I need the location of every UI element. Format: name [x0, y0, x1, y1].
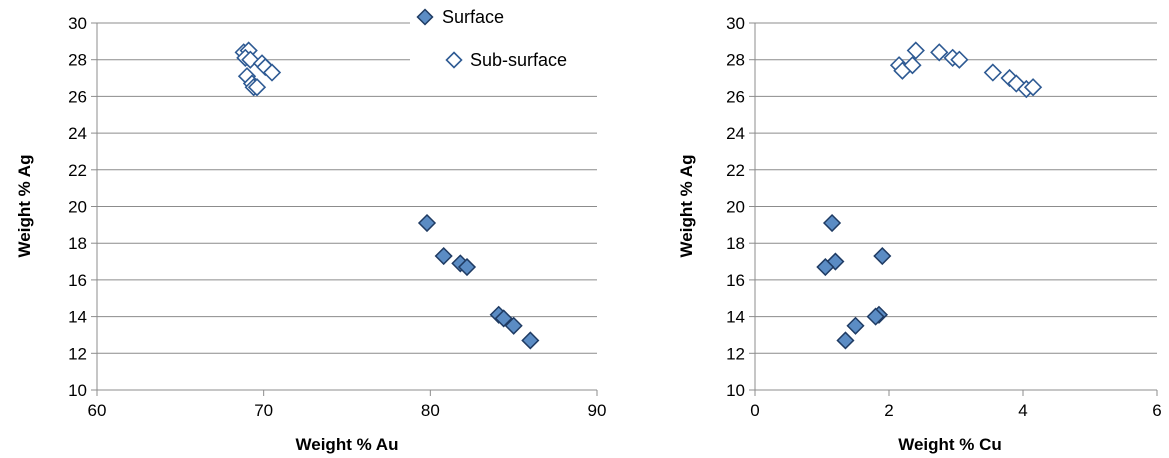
legend-sub-surface-diamond — [445, 51, 463, 69]
chart-cu-y-tick-label-12: 12 — [726, 344, 745, 363]
chart-cu-x-tick-label-4: 4 — [1018, 401, 1027, 420]
chart-cu-sub-surface-point-6 — [950, 50, 969, 69]
chart-au-surface-point-3 — [457, 257, 477, 277]
chart-au-surface-point-0 — [417, 213, 437, 233]
chart-au-x-axis-title: Weight % Au — [296, 435, 399, 454]
chart-au-surface-point-5 — [494, 309, 513, 328]
legend-label-surface: Surface — [442, 7, 504, 27]
chart-au-sub-surface-point-10 — [247, 78, 267, 97]
chart-au-x-tick-label-80: 80 — [421, 401, 440, 420]
legend-background — [410, 2, 600, 74]
chart-au-y-tick-label-18: 18 — [68, 234, 87, 253]
chart-au-surface-point-6 — [504, 316, 523, 335]
chart-au-y-tick-label-28: 28 — [68, 51, 87, 70]
chart-cu-y-axis-title: Weight % Ag — [677, 155, 696, 258]
chart-au-sub-surface-point-6 — [262, 63, 282, 82]
chart-au-y-tick-label-14: 14 — [68, 308, 87, 327]
chart-au-y-tick-label-22: 22 — [68, 161, 87, 180]
chart-au-x-tick-label-70: 70 — [254, 401, 273, 420]
legend-marker-surface — [416, 8, 434, 26]
chart-cu-y-tick-label-14: 14 — [726, 308, 745, 327]
chart-au-surface-point-1 — [434, 246, 453, 266]
chart-cu-sub-surface-point-2 — [903, 56, 922, 75]
chart-au-x-tick-label-60: 60 — [88, 401, 107, 420]
chart-cu-y-tick-label-16: 16 — [726, 271, 745, 290]
chart-cu-y-tick-label-20: 20 — [726, 198, 745, 217]
chart-au-y-tick-label-10: 10 — [68, 381, 87, 400]
chart-au-legend: Surface Sub-surface — [410, 2, 600, 74]
chart-cu-surface-point-2 — [816, 257, 835, 277]
chart-cu-surface-point-7 — [836, 331, 855, 350]
chart-cu-x-tick-label-0: 0 — [750, 401, 759, 420]
chart-cu-surface-point-6 — [846, 316, 865, 335]
chart-cu-surface-point-5 — [866, 307, 885, 326]
chart-au-x-tick-label-90: 90 — [588, 401, 607, 420]
chart-au-surface-point-7 — [521, 331, 540, 350]
chart-cu-y-tick-label-22: 22 — [726, 161, 745, 180]
chart-au-y-axis-title: Weight % Ag — [15, 155, 34, 258]
chart-au-y-tick-label-24: 24 — [68, 124, 87, 143]
chart-cu-axes — [754, 23, 1158, 396]
chart-cu-x-tick-label-6: 6 — [1152, 401, 1161, 420]
legend-label-sub-surface: Sub-surface — [470, 50, 567, 70]
chart-cu-x-tick-label-2: 2 — [884, 401, 893, 420]
chart-au-axes — [96, 23, 598, 396]
chart-au-y-tick-label-30: 30 — [68, 14, 87, 33]
chart-cu-surface-point-0 — [822, 213, 842, 233]
chart-au-y-tick-label-26: 26 — [68, 87, 87, 106]
chart-cu-sub-surface-point-11 — [1023, 78, 1043, 97]
legend-surface-diamond — [416, 8, 434, 26]
chart-cu-y-tick-label-28: 28 — [726, 51, 745, 70]
chart-cu-y-tick-label-24: 24 — [726, 124, 745, 143]
chart-au-vs-ag: 10 12 14 16 18 20 22 24 26 28 30 60 70 80 90 Weight % … — [15, 2, 606, 454]
chart-au-y-tick-label-12: 12 — [68, 344, 87, 363]
chart-cu-x-axis-title: Weight % Cu — [898, 435, 1002, 454]
chart-cu-surface-point-3 — [873, 246, 892, 266]
chart-au-y-tick-label-16: 16 — [68, 271, 87, 290]
chart-au-y-tick-label-20: 20 — [68, 198, 87, 217]
chart-cu-sub-surface-point-7 — [983, 63, 1002, 82]
chart-au-gridlines — [91, 22, 597, 391]
chart-cu-y-tick-label-26: 26 — [726, 87, 745, 106]
chart-cu-points — [816, 41, 1043, 350]
chart-cu-y-tick-label-30: 30 — [726, 14, 745, 33]
chart-cu-sub-surface-point-3 — [906, 41, 925, 60]
chart-cu-y-tick-label-10: 10 — [726, 381, 745, 400]
chart-au-tick-labels: 10 12 14 16 18 20 22 24 26 28 30 60 70 80 90 — [68, 14, 606, 420]
chart-cu-sub-surface-point-4 — [930, 43, 949, 62]
chart-au-points — [234, 41, 540, 350]
chart-cu-y-tick-label-18: 18 — [726, 234, 745, 253]
legend-marker-sub-surface — [445, 51, 463, 69]
chart-cu-gridlines — [749, 22, 1157, 391]
